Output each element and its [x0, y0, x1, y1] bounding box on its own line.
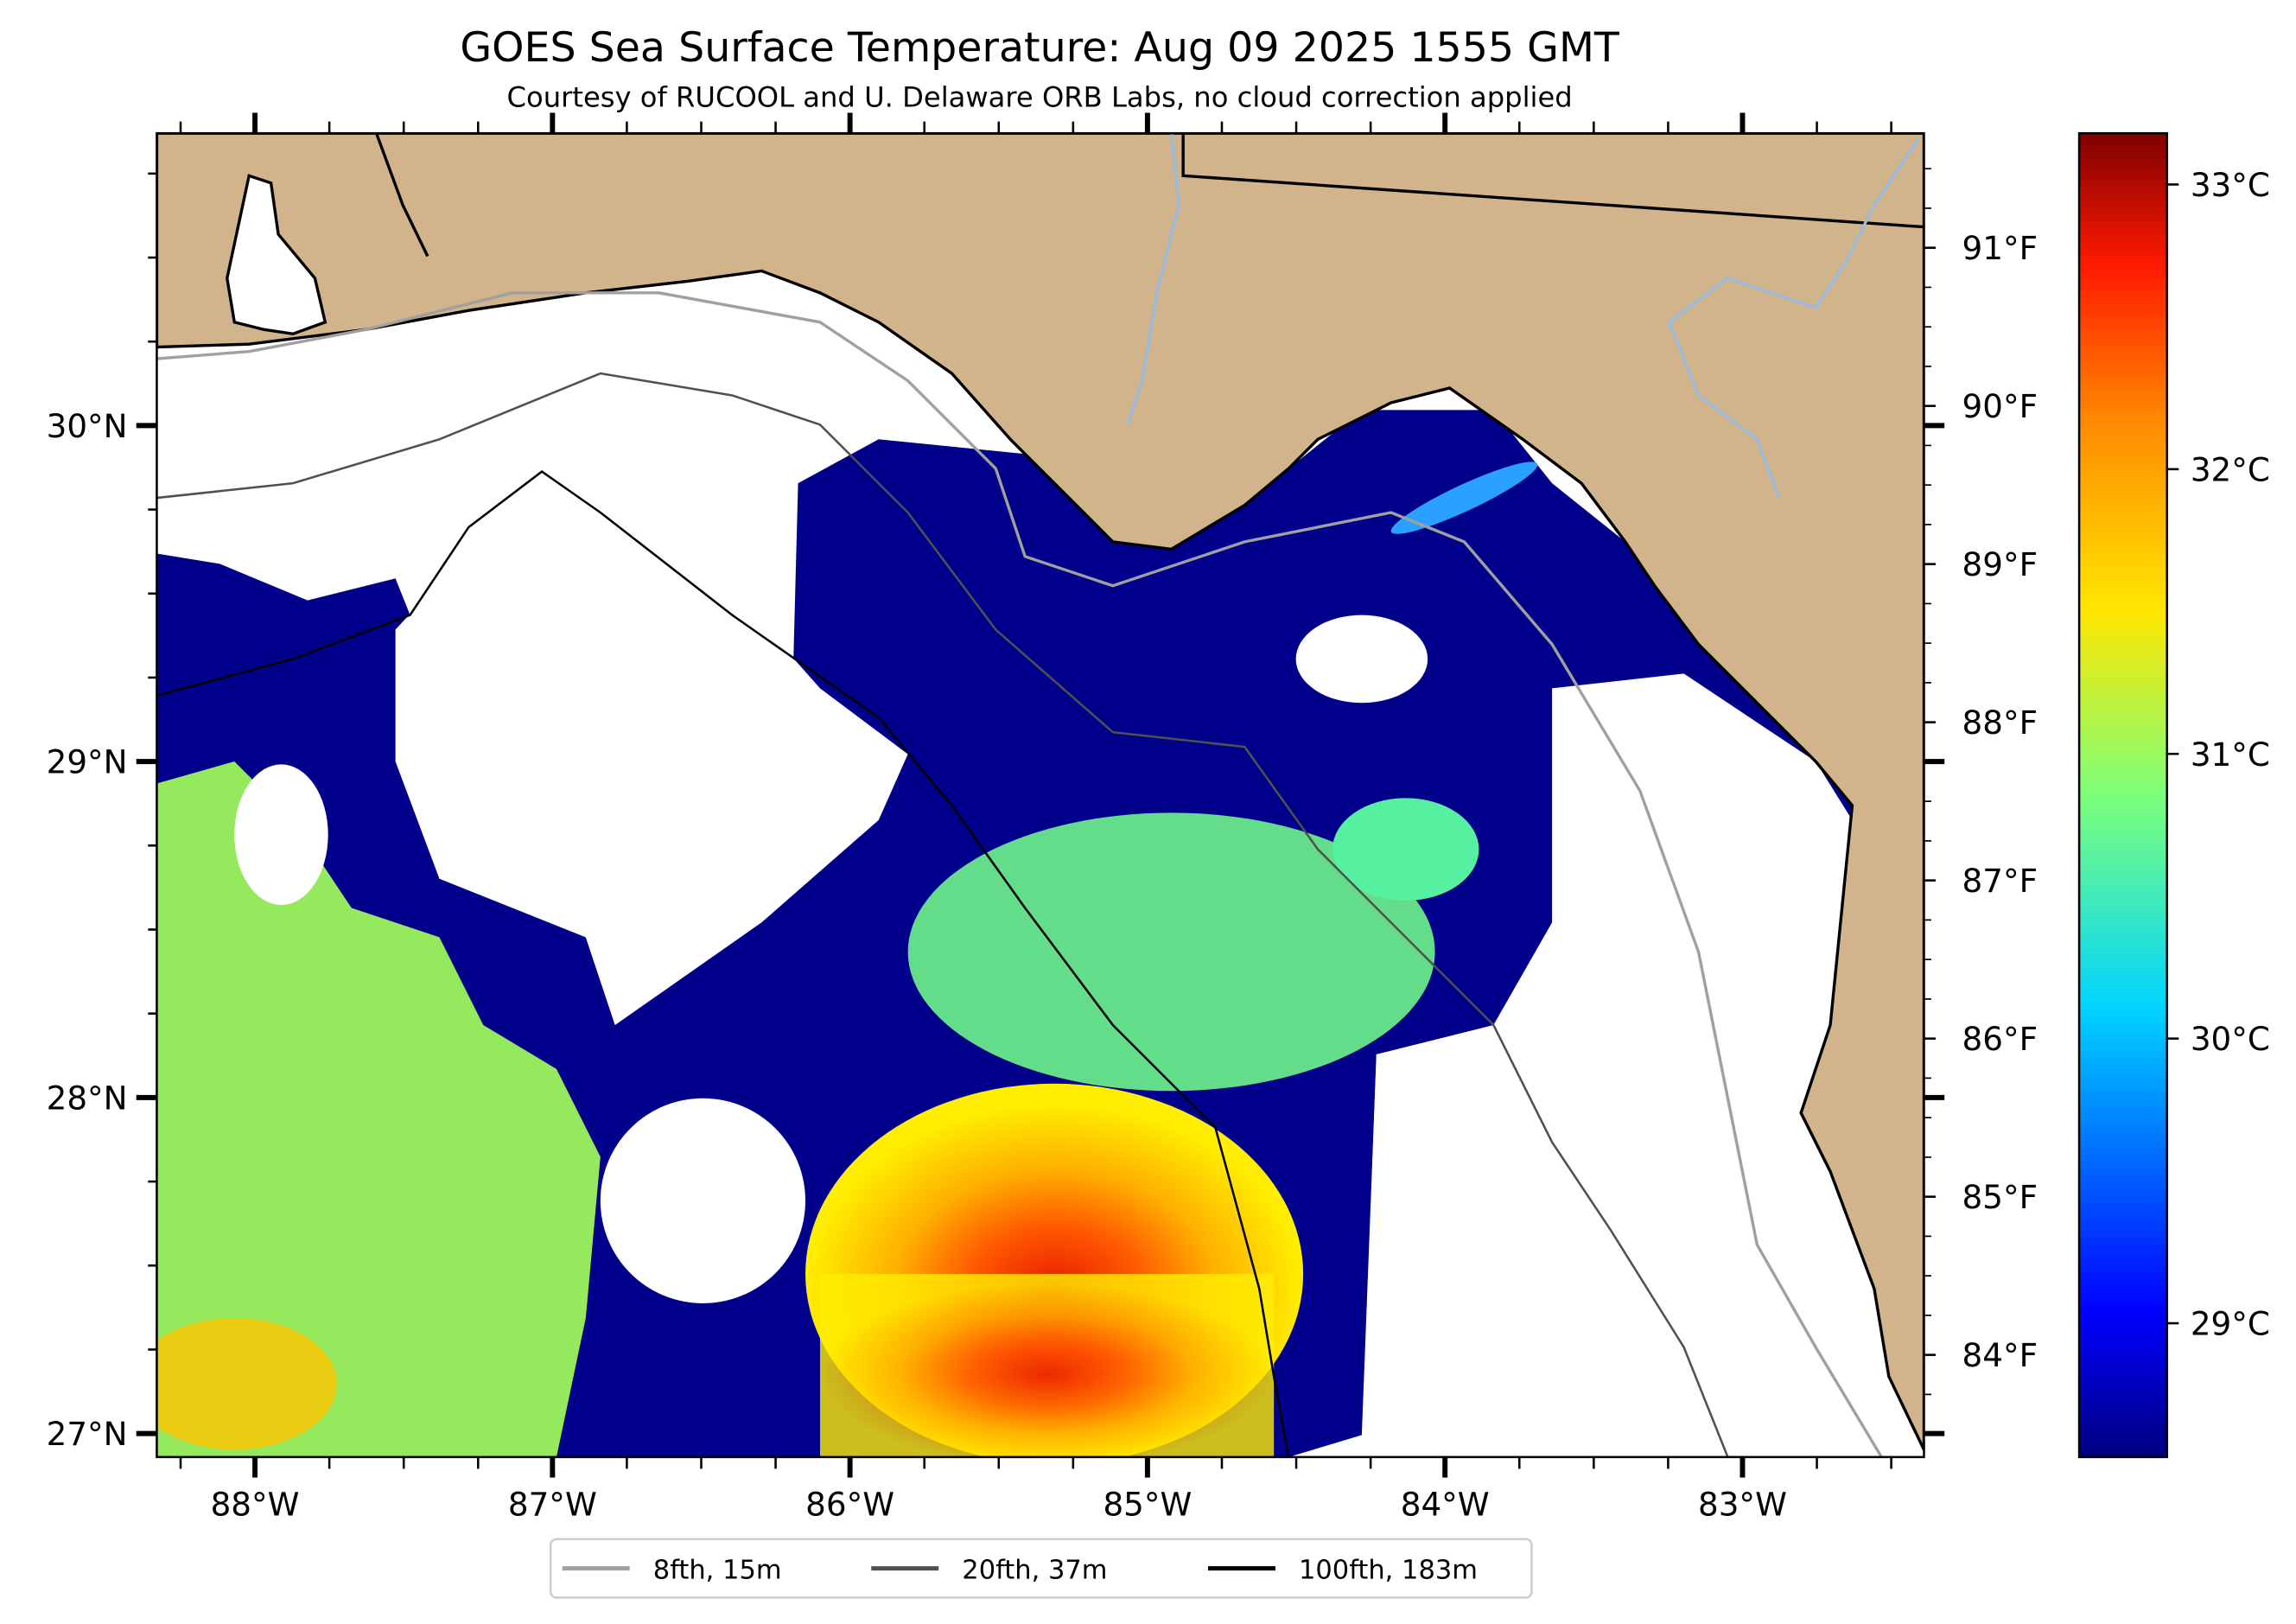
- isobath-100fth: [156, 469, 1290, 1457]
- sst-northeast-patch: [1332, 798, 1479, 901]
- x-tick-label: 87°W: [508, 1486, 597, 1524]
- cloud-southwest: [600, 1098, 806, 1303]
- colorbar-ticks: 33°C 32°C 31°C 30°C 29°C: [2166, 166, 2270, 1343]
- colorbar-tick-label: 33°C: [2191, 166, 2270, 204]
- legend: 8fth, 15m 20fth, 37m 100fth, 183m: [549, 1538, 1533, 1599]
- x-tick-label: 84°W: [1401, 1486, 1490, 1524]
- state-boundary-west: [375, 133, 429, 258]
- legend-label-20fth: 20fth, 37m: [962, 1555, 1107, 1585]
- sst-southwest-warm: [156, 1317, 337, 1450]
- mobile-bay: [226, 174, 328, 336]
- legend-box: [549, 1538, 1533, 1599]
- chart-title: GOES Sea Surface Temperature: Aug 09 202…: [460, 24, 1619, 72]
- x-tick-label: 85°W: [1103, 1486, 1192, 1524]
- colorbar: [2077, 131, 2169, 1459]
- sst-warm-core-south: [819, 1274, 1275, 1457]
- colorbar-tick-label: 31°C: [2191, 736, 2270, 774]
- isobath-8fth: [156, 291, 1883, 1457]
- cloud-west: [234, 764, 328, 906]
- f-tick-label: 87°F: [1962, 862, 2038, 900]
- y-tick-label: 30°N: [47, 407, 128, 445]
- f-tick-label: 88°F: [1962, 704, 2038, 742]
- x-tick-label: 86°W: [805, 1486, 894, 1524]
- legend-label-8fth: 8fth, 15m: [653, 1555, 782, 1585]
- f-tick-label: 84°F: [1962, 1336, 2038, 1374]
- f-tick-label: 89°F: [1962, 545, 2038, 583]
- land: [156, 133, 1924, 1451]
- sst-central-shelf: [907, 812, 1435, 1092]
- x-tick-label: 83°W: [1698, 1486, 1787, 1524]
- sst-western-shelf-warm: [156, 761, 601, 1457]
- f-tick-label: 90°F: [1962, 387, 2038, 425]
- cloud-central: [395, 471, 908, 1026]
- state-boundary: [1181, 133, 1924, 229]
- y-tick-label: 27°N: [47, 1415, 128, 1453]
- y-tick-label: 29°N: [47, 743, 128, 781]
- cloud-east: [1361, 673, 1924, 1457]
- isobath-20fth: [156, 372, 1729, 1457]
- f-tick-label: 85°F: [1962, 1178, 2038, 1216]
- river: [1126, 133, 1180, 425]
- colorbar-tick-label: 30°C: [2191, 1020, 2270, 1058]
- f-tick-label: 86°F: [1962, 1020, 2038, 1058]
- colorbar-tick-label: 29°C: [2191, 1305, 2270, 1343]
- f-tick-label: 91°F: [1962, 229, 2038, 267]
- legend-label-100fth: 100fth, 183m: [1299, 1555, 1478, 1585]
- map-area: [156, 133, 1924, 1457]
- cloud-northeast: [1295, 615, 1428, 704]
- x-tick-label: 88°W: [211, 1486, 300, 1524]
- sst-streak: [1390, 462, 1538, 534]
- map-frame: [156, 131, 1925, 1459]
- axes: 88°W 87°W 86°W 85°W 84°W 83°W 30°N 29°N 28°N 27°N…: [47, 112, 2038, 1524]
- y-tick-label: 28°N: [47, 1079, 128, 1117]
- colorbar-tick-label: 32°C: [2191, 450, 2270, 488]
- river: [1667, 138, 1920, 499]
- chart-subtitle: Courtesy of RUCOOL and U. Delaware ORB L…: [507, 81, 1573, 114]
